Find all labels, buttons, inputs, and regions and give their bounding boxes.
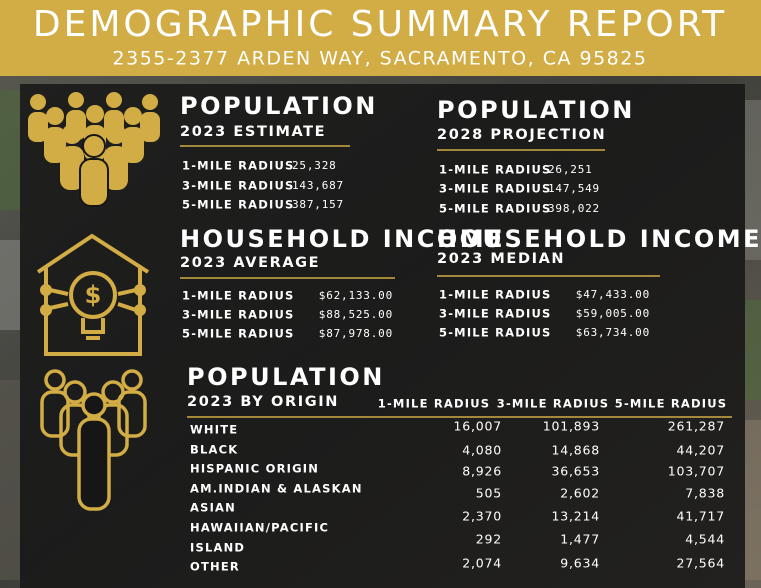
report-title: DEMOGRAPHIC SUMMARY REPORT (33, 4, 727, 45)
origin-value: 8,926 (462, 464, 502, 479)
origin-value: 2,074 (462, 556, 502, 571)
row-value: $88,525.00 (319, 308, 393, 321)
section-title: POPULATION (187, 363, 385, 391)
origin-value: 261,287 (668, 419, 725, 434)
origin-value: 1,477 (560, 532, 600, 547)
row-label: 1-MILE RADIUS (182, 159, 295, 173)
origin-value: 13,214 (551, 509, 600, 524)
row-label: 5-MILE RADIUS (182, 327, 295, 341)
section-title: HOUSEHOLD INCOME (437, 225, 761, 253)
row-label: 3-MILE RADIUS (182, 308, 295, 322)
report-subtitle: 2355-2377 ARDEN WAY, SACRAMENTO, CA 9582… (113, 48, 648, 70)
section-title: HOUSEHOLD INCOME (180, 225, 505, 253)
column-header: 3-MILE RADIUS (497, 397, 610, 411)
row-label: 3-MILE RADIUS (439, 182, 552, 196)
row-value: 147,549 (548, 182, 600, 195)
section-title: POPULATION (437, 96, 635, 124)
origin-label: OTHER (190, 560, 240, 574)
origin-label: ASIAN (190, 501, 236, 515)
origin-label: BLACK (190, 443, 238, 457)
origin-value: 2,602 (560, 486, 600, 501)
section-subtitle: 2023 ESTIMATE (180, 124, 326, 140)
row-value: $47,433.00 (576, 288, 650, 301)
row-value: 143,687 (292, 179, 344, 192)
origin-value: 292 (476, 532, 502, 547)
origin-value: 4,080 (462, 443, 502, 458)
row-value: $87,978.00 (319, 327, 393, 340)
row-label: 5-MILE RADIUS (182, 198, 295, 212)
origin-value: 9,634 (560, 556, 600, 571)
row-label: 1-MILE RADIUS (439, 288, 552, 302)
row-label: 5-MILE RADIUS (439, 326, 552, 340)
origin-value: 36,653 (551, 464, 600, 479)
origin-value: 505 (476, 486, 502, 501)
row-value: 26,251 (548, 163, 593, 176)
aerial-texture (0, 90, 761, 580)
origin-value: 4,544 (685, 532, 725, 547)
origin-label: HAWAIIAN/PACIFIC (190, 521, 329, 535)
row-value: $63,734.00 (576, 326, 650, 339)
origin-value: 101,893 (543, 419, 600, 434)
column-header: 1-MILE RADIUS (378, 397, 491, 411)
origin-label: WHITE (190, 423, 238, 437)
origin-label: AM.INDIAN & ALASKAN (190, 482, 363, 496)
row-value: $62,133.00 (319, 289, 393, 302)
origin-value: 7,838 (685, 486, 725, 501)
income-icon (36, 233, 150, 356)
row-label: 3-MILE RADIUS (182, 179, 295, 193)
row-value: 398,022 (548, 202, 600, 215)
origin-value: 103,707 (668, 464, 725, 479)
origin-value: 44,207 (676, 443, 725, 458)
origin-value: 2,370 (462, 509, 502, 524)
origin-icon (40, 369, 147, 511)
origin-label: HISPANIC ORIGIN (190, 462, 319, 476)
section-subtitle: 2023 BY ORIGIN (187, 394, 339, 410)
row-value: 387,157 (292, 198, 344, 211)
section-title: POPULATION (180, 92, 378, 120)
section-subtitle: 2028 PROJECTION (437, 127, 606, 143)
column-header: 5-MILE RADIUS (615, 397, 728, 411)
dollar-sign: $ (85, 281, 102, 309)
origin-value: 14,868 (551, 443, 600, 458)
row-label: 1-MILE RADIUS (182, 289, 295, 303)
row-value: $59,005.00 (576, 307, 650, 320)
row-label: 1-MILE RADIUS (439, 163, 552, 177)
origin-value: 27,564 (676, 556, 725, 571)
header-band (0, 0, 761, 76)
origin-value: 41,717 (676, 509, 725, 524)
section-subtitle: 2023 MEDIAN (437, 251, 565, 267)
section-subtitle: 2023 AVERAGE (180, 255, 320, 271)
row-label: 3-MILE RADIUS (439, 307, 552, 321)
origin-value: 16,007 (453, 419, 502, 434)
origin-label: ISLAND (190, 541, 245, 555)
row-label: 5-MILE RADIUS (439, 202, 552, 216)
row-value: 25,328 (292, 159, 337, 172)
population-icon (28, 92, 160, 207)
